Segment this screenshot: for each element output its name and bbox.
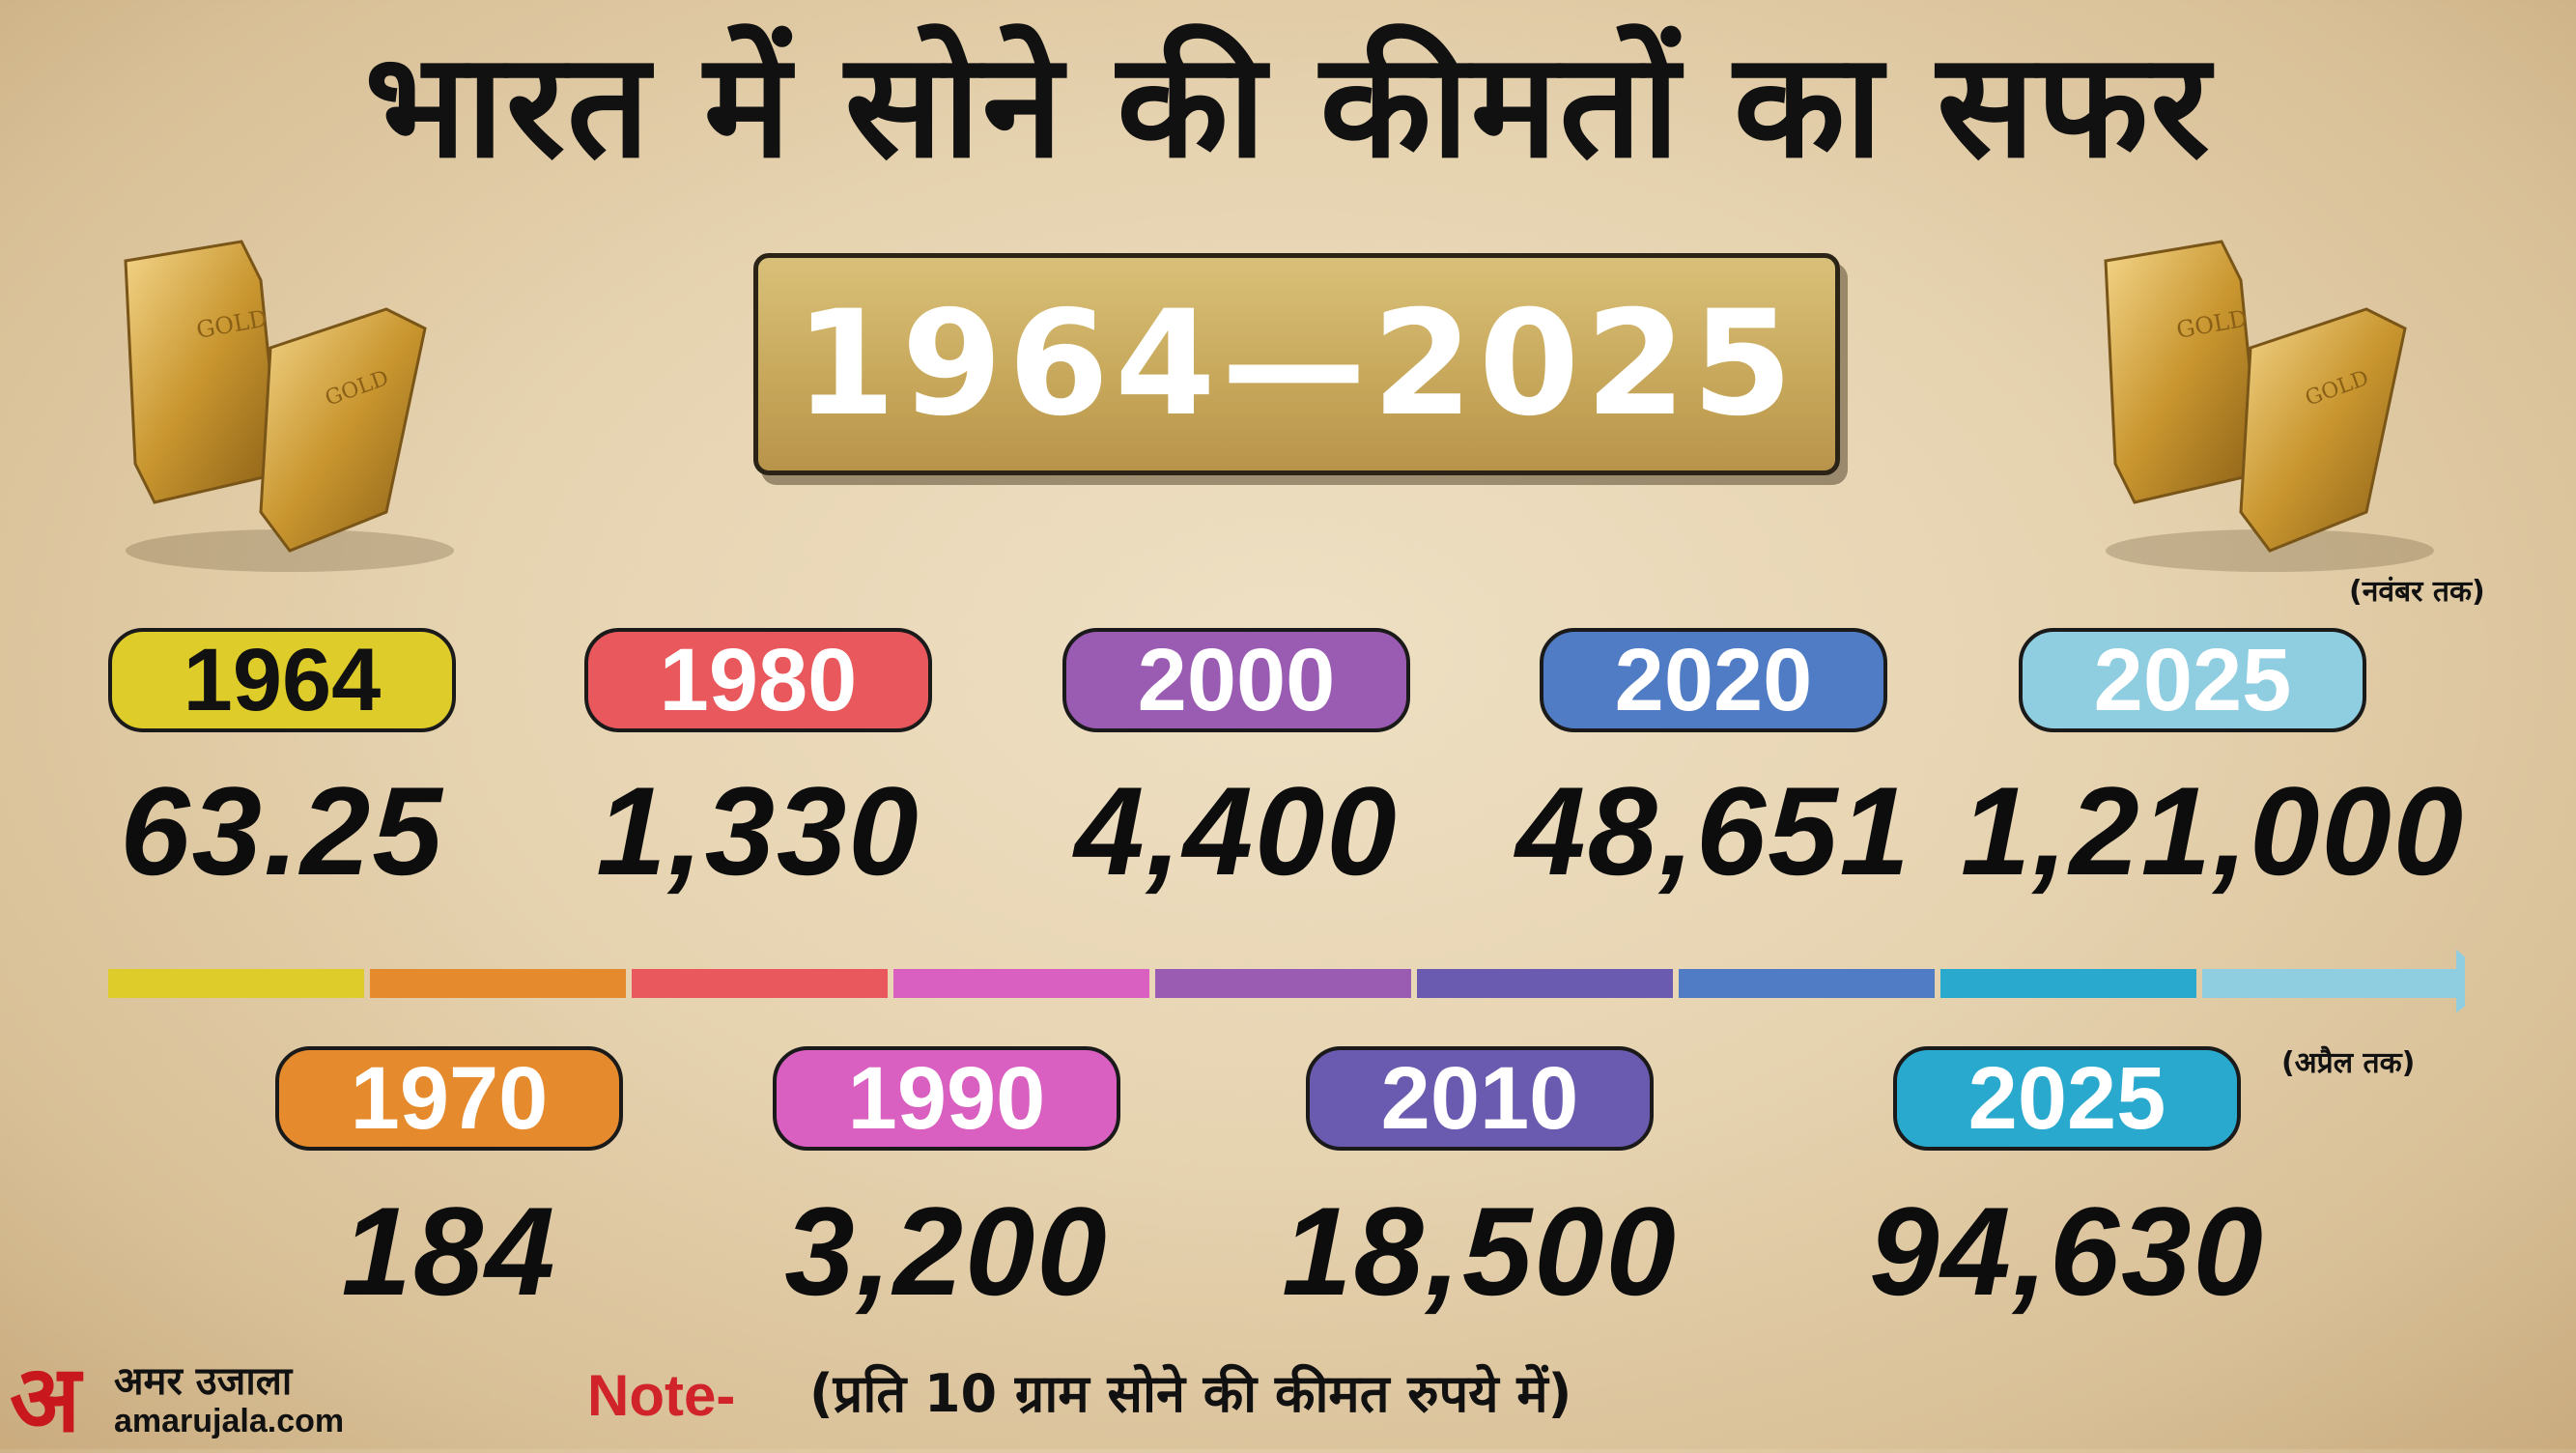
price-value: 1,21,000 xyxy=(1961,760,2466,901)
year-range-badge: 1964—2025 xyxy=(753,253,1840,475)
brand-url: amarujala.com xyxy=(114,1403,345,1439)
april-note: (अप्रैल तक) xyxy=(2281,1046,2416,1080)
note-label: Note- xyxy=(587,1363,736,1428)
year-pill: 1980 xyxy=(584,628,932,732)
year-pill: 2000 xyxy=(1062,628,1410,732)
year-pill: 1970 xyxy=(275,1046,623,1151)
price-value: 94,630 xyxy=(1869,1181,2265,1322)
gold-bars-icon: GOLD GOLD xyxy=(124,240,454,572)
year-pill: 1990 xyxy=(773,1046,1120,1151)
year-pill: 2010 xyxy=(1306,1046,1654,1151)
gold-bars-icon: GOLD GOLD xyxy=(2104,240,2434,572)
price-value: 4,400 xyxy=(1074,760,1399,901)
brand-name: अमर उजाला xyxy=(114,1359,293,1404)
timeline-segment xyxy=(893,969,1149,998)
timeline-segment xyxy=(1155,969,1411,998)
timeline-segment xyxy=(108,969,364,998)
timeline-segment xyxy=(1679,969,1935,998)
price-value: 184 xyxy=(341,1181,557,1322)
timeline-segment xyxy=(370,969,626,998)
year-pill: 2025 xyxy=(1893,1046,2241,1151)
note-text: (प्रति 10 ग्राम सोने की कीमत रुपये में) xyxy=(809,1363,1572,1424)
year-pill: 1964 xyxy=(108,628,456,732)
page-title: भारत में सोने की कीमतों का सफर xyxy=(364,22,2212,190)
price-value: 1,330 xyxy=(596,760,920,901)
brand-logo-icon: अ xyxy=(10,1344,81,1453)
timeline-segment xyxy=(1417,969,1673,998)
year-pill: 2020 xyxy=(1540,628,1887,732)
price-value: 48,651 xyxy=(1515,760,1911,901)
timeline-segment xyxy=(2202,969,2458,998)
timeline-segment xyxy=(632,969,888,998)
arrow-head-icon xyxy=(2456,950,2465,1012)
timeline-segment xyxy=(1940,969,2196,998)
price-value: 3,200 xyxy=(784,1181,1109,1322)
price-value: 18,500 xyxy=(1282,1181,1678,1322)
year-pill: 2025 xyxy=(2019,628,2366,732)
november-note: (नवंबर तक) xyxy=(2349,575,2485,609)
price-value: 63.25 xyxy=(120,760,444,901)
timeline-arrow xyxy=(108,950,2465,1012)
